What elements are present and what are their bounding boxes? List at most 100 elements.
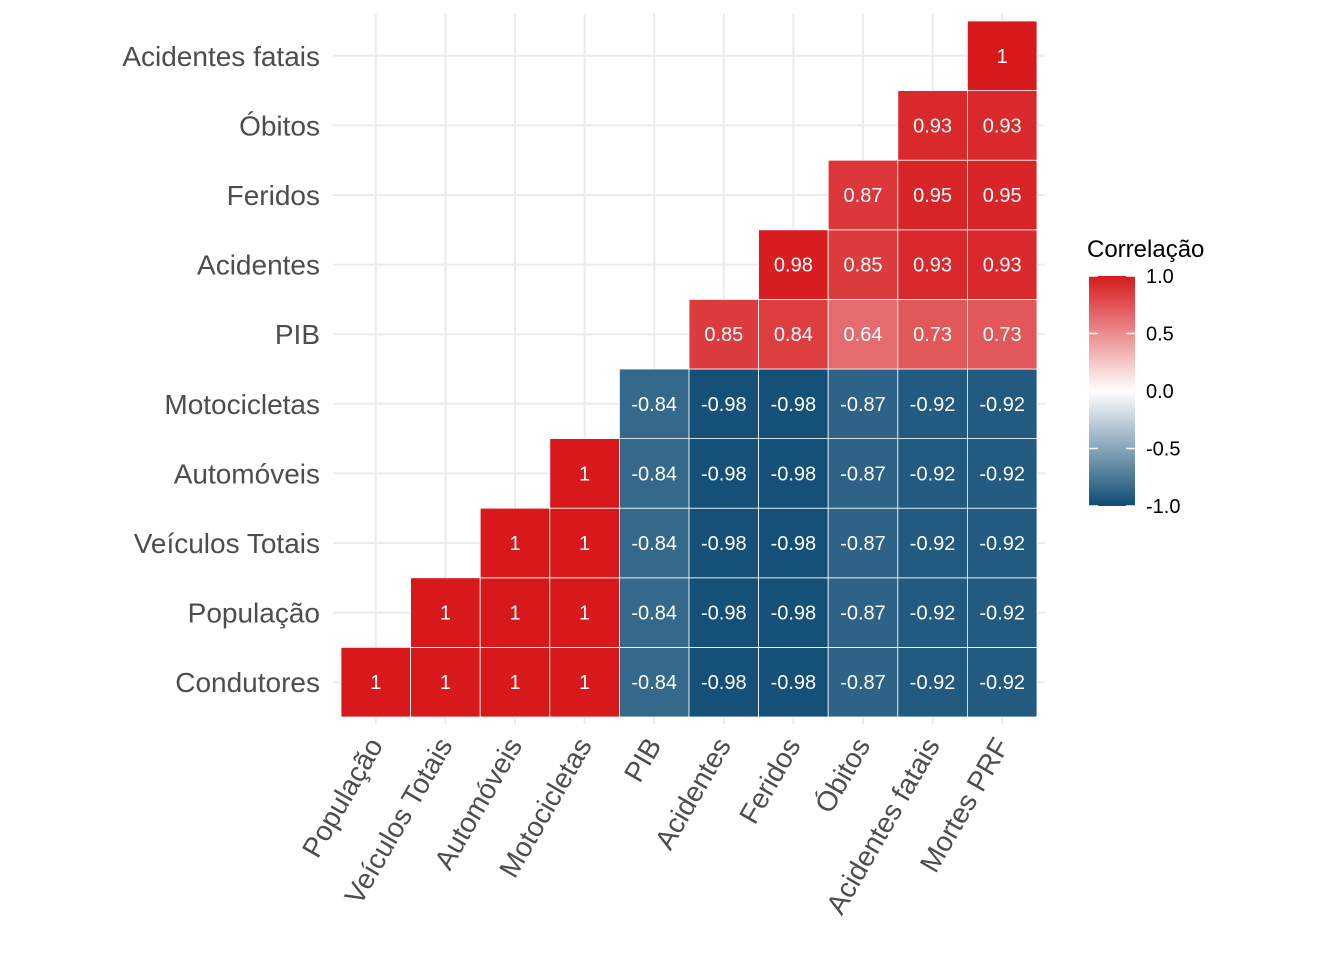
cell-value-label: 1 — [440, 672, 451, 694]
heatmap-cell — [619, 647, 690, 718]
heatmap-cell — [549, 438, 620, 509]
legend-tick-label: -0.5 — [1146, 439, 1180, 461]
heatmap-cell — [967, 298, 1038, 370]
y-tick-label: População — [188, 598, 320, 629]
cell-value-label: -0.92 — [910, 603, 956, 625]
cell-value-label: 1 — [997, 46, 1008, 68]
heatmap-cell — [479, 577, 551, 648]
cell-value-label: -0.84 — [631, 394, 677, 416]
cell-value-label: -0.98 — [701, 463, 747, 485]
cell-value-label: -0.84 — [631, 533, 677, 555]
heatmap-cell — [827, 159, 899, 231]
heatmap-cell — [758, 368, 829, 439]
cell-value-label: -0.87 — [840, 533, 886, 555]
cell-value-label: 0.93 — [913, 255, 952, 277]
cell-value-label: -0.98 — [701, 394, 747, 416]
cell-value-label: -0.92 — [910, 463, 956, 485]
cell-value-label: 0.93 — [983, 255, 1022, 277]
cell-value-label: -0.92 — [979, 533, 1025, 555]
cell-value-label: -0.98 — [771, 533, 817, 555]
cell-value-label: -0.92 — [979, 394, 1025, 416]
legend: Correlação 1.0 0.5 0.0 -0.5 -1.0 — [1087, 236, 1204, 518]
cell-value-label: -0.98 — [771, 394, 817, 416]
x-tick-label: PIB — [618, 733, 667, 788]
heatmap-cell — [549, 507, 620, 579]
heatmap-cell — [967, 90, 1038, 161]
heatmap-cell — [340, 647, 411, 718]
y-tick-label: Automóveis — [174, 458, 320, 489]
x-tick-label: Feridos — [733, 733, 807, 829]
heatmap-cell — [758, 438, 829, 509]
cell-value-label: 0.84 — [774, 324, 813, 346]
y-axis-labels: Condutores População Veículos Totais Automó… — [122, 41, 320, 698]
heatmap-cell — [688, 438, 759, 509]
heatmap-cell — [479, 647, 551, 718]
heatmap-cell — [967, 229, 1038, 300]
legend-tick-label: -1.0 — [1146, 496, 1180, 518]
heatmap-cell — [479, 507, 551, 579]
heatmap-cell — [967, 159, 1038, 231]
cell-value-label: 0.87 — [844, 185, 883, 207]
cell-value-label: 1 — [509, 603, 520, 625]
cell-value-label: 1 — [579, 533, 590, 555]
cell-value-label: -0.92 — [910, 394, 956, 416]
cell-value-label: -0.92 — [979, 672, 1025, 694]
cell-value-label: 0.73 — [983, 324, 1022, 346]
y-tick-label: Acidentes — [197, 250, 320, 281]
cell-value-label: -0.92 — [910, 533, 956, 555]
cell-value-label: 0.93 — [983, 115, 1022, 137]
cell-value-label: 1 — [579, 672, 590, 694]
cell-value-label: -0.98 — [701, 672, 747, 694]
heatmap-cell — [688, 298, 759, 370]
cell-value-label: -0.98 — [771, 603, 817, 625]
heatmap-cell — [827, 298, 899, 370]
y-tick-label: Veículos Totais — [134, 528, 320, 559]
cell-value-label: -0.98 — [701, 533, 747, 555]
cell-value-label: -0.84 — [631, 672, 677, 694]
heatmap-cell — [410, 577, 481, 648]
heatmap-cells: 1 1 1 1 -0.84 -0.98 -0.98 -0.87 -0.92 -0.92 1 1 1 -0.… — [340, 20, 1038, 718]
cell-value-label: -0.98 — [771, 463, 817, 485]
cell-value-label: -0.87 — [840, 394, 886, 416]
cell-value-label: -0.84 — [631, 603, 677, 625]
cell-value-label: 1 — [440, 603, 451, 625]
heatmap-cell — [758, 647, 829, 718]
heatmap-cell — [967, 438, 1038, 509]
heatmap-cell — [967, 507, 1038, 579]
cell-value-label: 0.95 — [983, 185, 1022, 207]
cell-value-label: 0.85 — [704, 324, 743, 346]
cell-value-label: 0.73 — [913, 324, 952, 346]
heatmap-cell — [897, 368, 968, 439]
heatmap-cell — [897, 438, 968, 509]
cell-value-label: -0.87 — [840, 672, 886, 694]
cell-value-label: 1 — [509, 672, 520, 694]
heatmap-cell — [897, 577, 968, 648]
cell-value-label: 1 — [509, 533, 520, 555]
heatmap-cell — [897, 647, 968, 718]
cell-value-label: 0.98 — [774, 255, 813, 277]
heatmap-cell — [827, 438, 899, 509]
y-tick-label: Motocicletas — [164, 389, 320, 420]
y-tick-label: Condutores — [175, 667, 320, 698]
cell-value-label: -0.98 — [701, 603, 747, 625]
heatmap-cell — [827, 507, 899, 579]
legend-tick-label: 0.0 — [1146, 381, 1174, 403]
heatmap-cell — [758, 229, 829, 300]
x-tick-label: Óbitos — [809, 733, 876, 819]
heatmap-cell — [967, 368, 1038, 439]
cell-value-label: 1 — [579, 603, 590, 625]
heatmap-cell — [410, 647, 481, 718]
cell-value-label: 1 — [370, 672, 381, 694]
heatmap-cell — [967, 20, 1038, 91]
legend-tick-label: 1.0 — [1146, 266, 1174, 288]
heatmap-cell — [688, 577, 759, 648]
cell-value-label: -0.87 — [840, 463, 886, 485]
cell-value-label: 0.64 — [844, 324, 883, 346]
cell-value-label: -0.87 — [840, 603, 886, 625]
cell-value-label: 0.95 — [913, 185, 952, 207]
legend-tick-label: 0.5 — [1146, 324, 1174, 346]
cell-value-label: -0.92 — [979, 603, 1025, 625]
cell-value-label: 0.93 — [913, 115, 952, 137]
heatmap-cell — [688, 647, 759, 718]
